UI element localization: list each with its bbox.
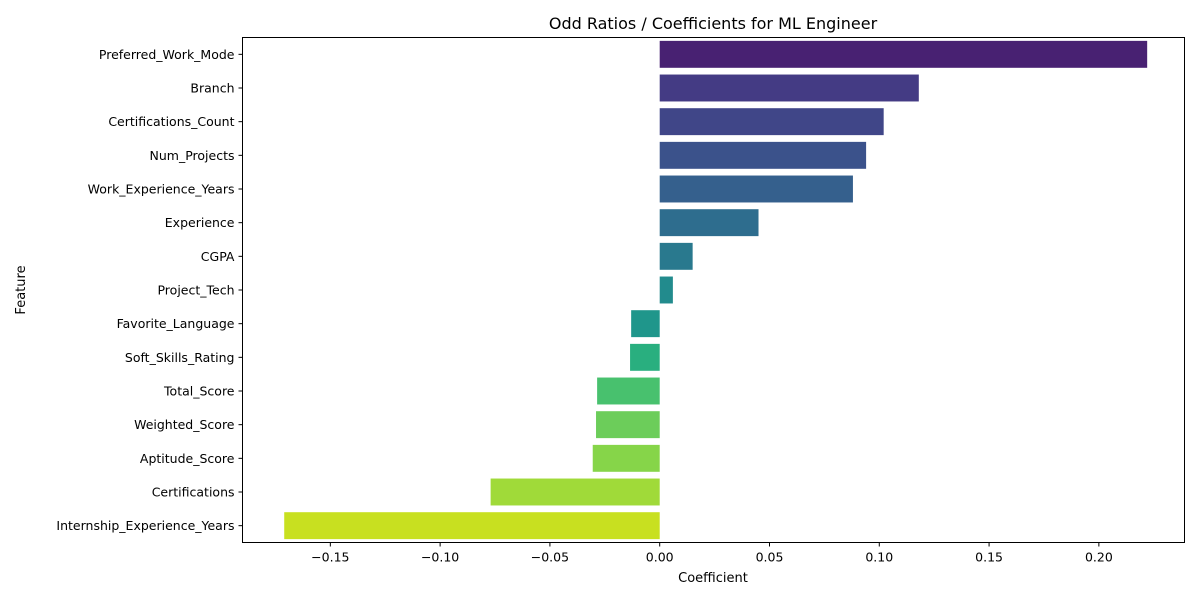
bar-project-tech bbox=[659, 276, 673, 304]
bar-experience bbox=[659, 209, 759, 237]
chart-title: Odd Ratios / Coefficients for ML Enginee… bbox=[549, 14, 878, 33]
bar-internship-experience-years bbox=[284, 512, 660, 540]
y-tick-label: Certifications_Count bbox=[108, 114, 234, 129]
bars-group bbox=[284, 40, 1148, 540]
bar-cgpa bbox=[659, 242, 693, 270]
y-tick-label: Certifications bbox=[152, 485, 235, 500]
bar-certifications-count bbox=[659, 108, 884, 136]
x-tick-label: 0.05 bbox=[756, 550, 784, 565]
y-tick-label: Preferred_Work_Mode bbox=[99, 47, 235, 62]
y-tick-label: Weighted_Score bbox=[134, 417, 235, 432]
y-tick-label: Experience bbox=[165, 215, 235, 230]
y-tick-label: Branch bbox=[190, 81, 234, 96]
y-tick-label: CGPA bbox=[201, 249, 235, 264]
x-tick-label: 0.10 bbox=[865, 550, 893, 565]
x-tick-label: 0.15 bbox=[975, 550, 1003, 565]
x-axis-label: Coefficient bbox=[678, 571, 748, 586]
plot-frame bbox=[242, 37, 1185, 543]
bar-work-experience-years bbox=[659, 175, 853, 203]
x-tick-label: −0.15 bbox=[311, 550, 349, 565]
y-axis-ticks: Preferred_Work_Mode Branch Certifications_… bbox=[56, 47, 243, 533]
bar-preferred-work-mode bbox=[659, 40, 1148, 68]
y-tick-label: Num_Projects bbox=[150, 148, 235, 163]
bar-certifications bbox=[490, 478, 660, 506]
bar-branch bbox=[659, 74, 919, 102]
bar-total-score bbox=[597, 377, 660, 405]
x-axis-ticks: −0.15 −0.10 −0.05 0.00 0.05 0.10 0.15 0.20 bbox=[311, 542, 1113, 565]
bar-aptitude-score bbox=[592, 444, 660, 472]
bar-weighted-score bbox=[596, 411, 660, 439]
x-tick-label: −0.10 bbox=[421, 550, 459, 565]
y-tick-label: Total_Score bbox=[163, 384, 235, 399]
y-tick-label: Aptitude_Score bbox=[140, 451, 235, 466]
bar-soft-skills-rating bbox=[630, 343, 660, 371]
y-tick-label: Work_Experience_Years bbox=[88, 182, 235, 197]
y-axis-label: Feature bbox=[14, 265, 29, 314]
x-tick-label: 0.20 bbox=[1085, 550, 1113, 565]
y-tick-label: Project_Tech bbox=[157, 283, 234, 298]
x-tick-label: 0.00 bbox=[646, 550, 674, 565]
bar-num-projects bbox=[659, 141, 867, 169]
y-tick-label: Internship_Experience_Years bbox=[56, 518, 234, 533]
bar-favorite-language bbox=[631, 310, 660, 338]
y-tick-label: Favorite_Language bbox=[117, 316, 235, 331]
y-tick-label: Soft_Skills_Rating bbox=[125, 350, 235, 365]
x-tick-label: −0.05 bbox=[531, 550, 569, 565]
